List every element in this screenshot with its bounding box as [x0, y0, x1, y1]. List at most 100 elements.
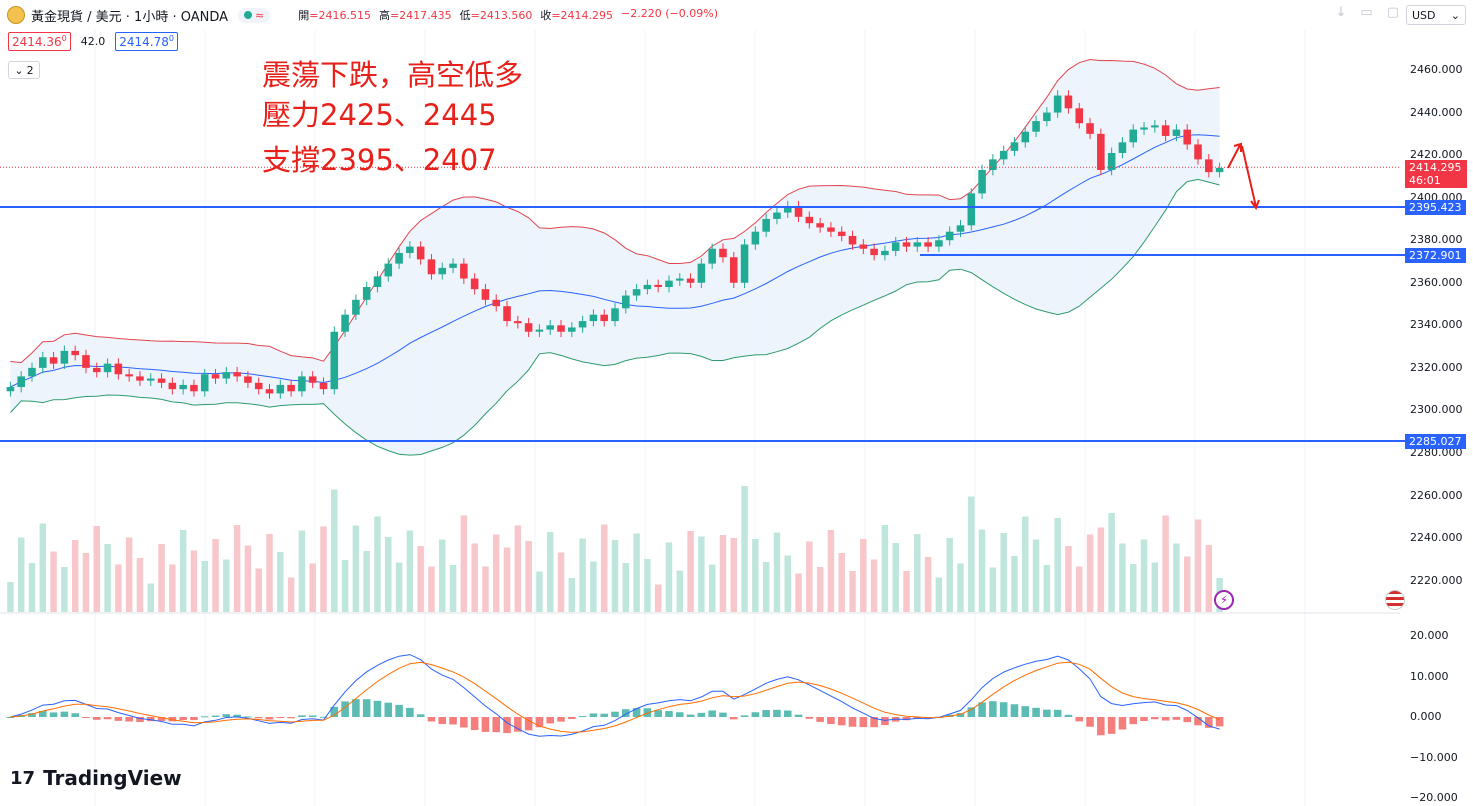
- volume-bar: [147, 583, 154, 612]
- screenshot-icon[interactable]: ▭: [1360, 5, 1373, 20]
- volume-bar: [514, 525, 522, 612]
- macd-histogram-bar: [1151, 717, 1159, 720]
- candle-body: [945, 231, 954, 241]
- indicators-toggle[interactable]: ⌄ 2: [8, 61, 40, 79]
- volume-bar: [665, 542, 673, 612]
- volume-bar: [104, 544, 111, 612]
- lightning-icon[interactable]: ⚡: [1214, 590, 1234, 610]
- macd-histogram-bar: [71, 713, 79, 717]
- horizontal-levels: [0, 166, 1405, 442]
- currency-select[interactable]: USD ⌄: [1406, 5, 1466, 25]
- candle-body: [449, 263, 457, 268]
- macd-histogram-bar: [751, 712, 760, 717]
- candle-body: [1021, 131, 1030, 143]
- volume-bar: [1129, 564, 1137, 612]
- macd-histogram-bar: [827, 717, 835, 725]
- macd-histogram-bar: [1107, 717, 1116, 734]
- volume-bar: [7, 582, 14, 612]
- symbol-title[interactable]: 黃金現貨 / 美元 · 1小時 · OANDA: [31, 9, 229, 25]
- macd-histogram-bar: [568, 717, 576, 720]
- candle-body: [686, 278, 695, 283]
- candle-body: [708, 248, 716, 264]
- candle-body: [1064, 95, 1073, 109]
- candle-body: [1183, 129, 1191, 145]
- brand-logo[interactable]: 17 TradingView: [10, 766, 182, 790]
- volume-bar: [773, 532, 781, 612]
- candle-body: [1161, 125, 1170, 136]
- volume-bar: [1011, 556, 1018, 612]
- macd-histogram-bar: [783, 710, 792, 717]
- maximize-icon[interactable]: ▢: [1386, 5, 1399, 20]
- candle-body: [481, 289, 490, 300]
- us-flag-icon[interactable]: [1385, 590, 1405, 610]
- level-tag-2: 2372.901: [1405, 248, 1466, 263]
- volume-bar: [935, 577, 943, 612]
- volume-bar: [1119, 543, 1126, 612]
- market-status[interactable]: ≈: [238, 7, 271, 23]
- candlestick-series: [6, 90, 1224, 399]
- macd-histogram-bar: [719, 712, 727, 717]
- volume-bar: [752, 539, 759, 612]
- volume-bar: [1076, 566, 1083, 612]
- band-fill: [10, 59, 1220, 456]
- download-icon[interactable]: ↓: [1335, 5, 1347, 20]
- macd-histogram-bar: [967, 707, 976, 717]
- candle-body: [1053, 95, 1062, 113]
- macd-histogram-bar: [654, 710, 662, 717]
- price-tick-label: 2340.000: [1410, 318, 1463, 332]
- macd-histogram-bar: [1021, 706, 1030, 717]
- macd-histogram-bar: [1043, 709, 1051, 717]
- macd-histogram-bar: [535, 717, 544, 728]
- volume-bar: [989, 567, 997, 612]
- macd-histogram-bar: [265, 717, 274, 720]
- volume-bar: [708, 564, 716, 612]
- volume-bar: [1183, 556, 1191, 612]
- candle-body: [136, 376, 144, 381]
- candle-body: [773, 212, 781, 219]
- volume-bar: [870, 559, 878, 612]
- macd-histogram-bar: [697, 712, 706, 717]
- macd-histogram-bar: [848, 717, 857, 727]
- candle-body: [989, 159, 997, 171]
- macd-histogram-bar: [125, 717, 133, 722]
- volume-bar: [1205, 545, 1213, 612]
- bid-button[interactable]: 2414.360: [8, 32, 71, 51]
- volume-bar: [1043, 565, 1051, 612]
- candle-body: [287, 384, 295, 392]
- volume-bar: [449, 565, 457, 612]
- macd-histogram-bar: [298, 715, 306, 717]
- bollinger-bands: [10, 58, 1220, 456]
- macd-histogram-bar: [492, 717, 501, 733]
- candle-body: [881, 250, 889, 256]
- candle-body: [503, 306, 511, 322]
- macd-histogram-bar: [352, 699, 360, 717]
- candle-body: [924, 242, 932, 247]
- volume-bar: [968, 496, 975, 612]
- volume-bar: [395, 562, 403, 612]
- volume-bar: [633, 533, 640, 612]
- candle-body: [244, 376, 252, 383]
- volume-bar: [341, 560, 349, 612]
- volume-bar: [600, 524, 608, 612]
- macd-tick-label: 0.000: [1410, 710, 1442, 723]
- volume-bar: [471, 543, 478, 612]
- ask-button[interactable]: 2414.780: [115, 32, 178, 51]
- volume-bar: [611, 540, 619, 612]
- volume-bar: [1022, 516, 1029, 612]
- macd-histogram-bar: [190, 717, 198, 721]
- candle-body: [1107, 152, 1116, 171]
- candle-body: [6, 387, 15, 392]
- candle-body: [319, 382, 328, 390]
- volume-bar: [741, 486, 748, 612]
- volume-bar: [860, 539, 867, 612]
- volume-bar: [482, 566, 489, 612]
- macd-histogram-bar: [395, 704, 403, 717]
- macd-histogram-bar: [913, 717, 922, 719]
- volume-bar: [136, 558, 144, 612]
- candle-body: [665, 280, 673, 288]
- volume-bar: [762, 562, 770, 612]
- macd-histogram-bar: [589, 713, 598, 717]
- price-tick-label: 2260.000: [1410, 488, 1463, 502]
- volume-bar: [1097, 527, 1105, 612]
